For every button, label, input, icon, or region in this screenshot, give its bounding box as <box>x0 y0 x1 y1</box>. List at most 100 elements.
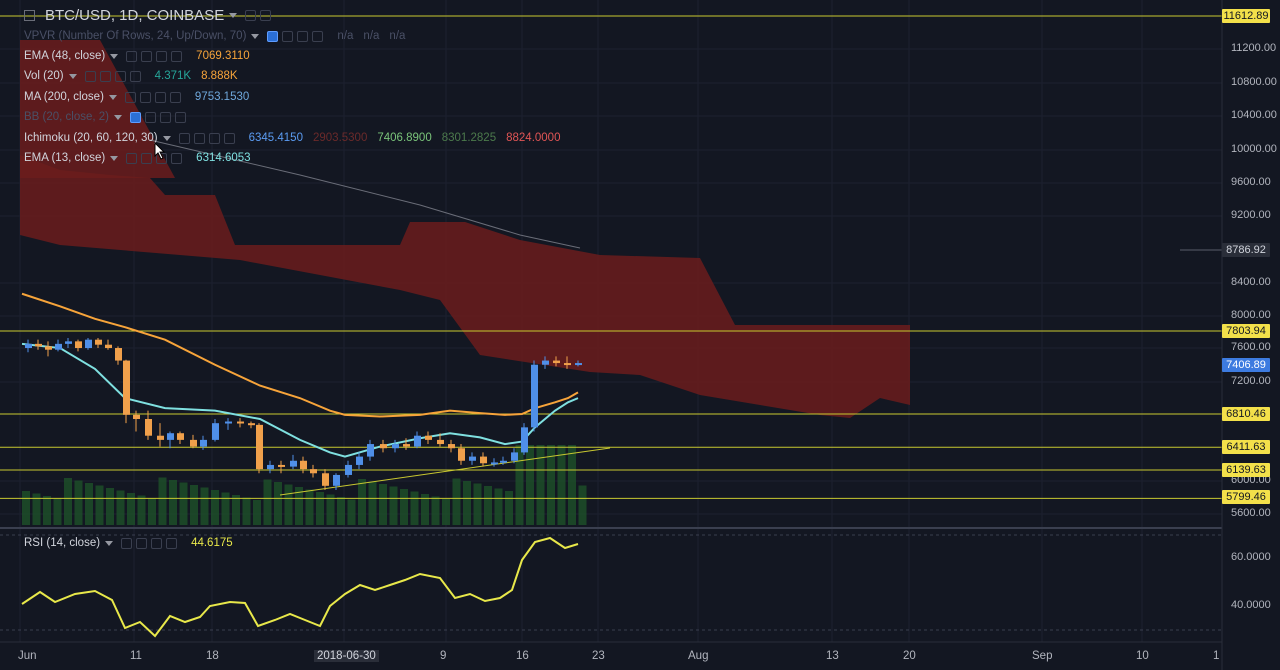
eye-icon[interactable] <box>84 70 96 82</box>
candle-body <box>200 439 207 447</box>
time-tick: 13 <box>826 650 839 662</box>
settings-icon[interactable] <box>139 91 151 103</box>
eye-icon[interactable] <box>178 132 190 144</box>
indicator-name[interactable]: EMA (13, close) <box>24 152 106 164</box>
more-icon[interactable] <box>154 91 166 103</box>
settings-icon[interactable] <box>141 152 153 164</box>
candle-body <box>55 343 62 350</box>
candle-body <box>225 421 232 424</box>
candle-body <box>167 433 174 440</box>
price-label: 11612.89 <box>1222 9 1270 23</box>
chevron-down-icon[interactable] <box>162 135 171 141</box>
eye-icon[interactable] <box>130 111 142 123</box>
mouse-cursor-icon <box>154 142 166 160</box>
volume-bar <box>43 496 51 525</box>
indicator-name[interactable]: Ichimoku (20, 60, 120, 30) <box>24 132 158 144</box>
settings-icon[interactable] <box>99 70 111 82</box>
ma200-line <box>149 139 581 249</box>
indicator-value: n/a <box>337 30 354 42</box>
volume-bar <box>431 496 440 525</box>
time-tick: 1 <box>1213 650 1220 662</box>
indicator-name[interactable]: Vol (20) <box>24 70 64 82</box>
volume-bar <box>400 489 408 525</box>
more-icon[interactable] <box>297 30 309 42</box>
indicator-value: 7406.8900 <box>377 132 432 144</box>
chevron-down-icon[interactable] <box>105 540 114 546</box>
indicator-name[interactable]: BB (20, close, 2) <box>24 111 110 123</box>
rsi-name[interactable]: RSI (14, close) <box>24 537 101 549</box>
rsi-line <box>21 536 579 638</box>
eye-icon[interactable] <box>267 30 279 42</box>
price-tick: 11200.00 <box>1231 42 1277 54</box>
eye-icon[interactable] <box>126 152 138 164</box>
close-icon[interactable] <box>260 9 272 21</box>
candle-body <box>531 364 538 428</box>
chevron-down-icon[interactable] <box>114 114 123 120</box>
close-icon[interactable] <box>171 152 183 164</box>
close-icon[interactable] <box>166 537 178 549</box>
collapse-icon[interactable] <box>24 9 35 21</box>
close-icon[interactable] <box>169 91 181 103</box>
indicator-name[interactable]: MA (200, close) <box>24 91 104 103</box>
more-icon[interactable] <box>156 152 168 164</box>
volume-bar <box>169 480 177 525</box>
candle-body <box>290 460 297 467</box>
price-tick: 8400.00 <box>1231 276 1271 288</box>
indicator-value: n/a <box>363 30 380 42</box>
more-icon[interactable] <box>208 132 220 144</box>
time-tick: 16 <box>516 650 529 662</box>
candle-body <box>564 363 571 366</box>
indicator-value: 9753.1530 <box>194 91 250 103</box>
symbol-title[interactable]: BTC/USD, 1D, COINBASE <box>45 6 225 24</box>
more-icon[interactable] <box>114 70 126 82</box>
close-icon[interactable] <box>129 70 141 82</box>
volume-bar <box>473 483 482 525</box>
rsi-tick-60: 60.0000 <box>1231 551 1271 563</box>
chevron-down-icon[interactable] <box>68 73 77 79</box>
volume-bar <box>179 482 188 525</box>
more-icon[interactable] <box>160 111 172 123</box>
cloud-shape <box>20 40 175 178</box>
candle-body <box>542 360 549 365</box>
volume-bar <box>284 484 293 525</box>
settings-icon[interactable] <box>145 111 157 123</box>
settings-icon[interactable] <box>193 132 205 144</box>
candle-body <box>85 339 92 349</box>
settings-icon[interactable] <box>136 537 148 549</box>
volume-bar <box>148 498 156 525</box>
candle-body <box>256 424 263 470</box>
time-tick: 23 <box>592 650 605 662</box>
volume-bar <box>190 485 198 525</box>
close-icon[interactable] <box>312 30 324 42</box>
settings-icon[interactable] <box>245 9 257 21</box>
volume-bar <box>95 485 104 525</box>
volume-bar <box>536 445 545 525</box>
indicator-name[interactable]: VPVR (Number Of Rows, 24, Up/Down, 70) <box>24 30 247 42</box>
chevron-down-icon[interactable] <box>110 53 119 59</box>
close-icon[interactable] <box>175 111 187 123</box>
volume-bar <box>22 491 30 525</box>
close-icon[interactable] <box>171 50 183 62</box>
settings-icon[interactable] <box>141 50 153 62</box>
indicator-name[interactable]: EMA (48, close) <box>24 50 106 62</box>
rsi-value: 44.6175 <box>191 537 233 549</box>
chevron-down-icon[interactable] <box>229 12 238 18</box>
chevron-down-icon[interactable] <box>110 155 119 161</box>
volume-bar <box>452 478 461 525</box>
settings-icon[interactable] <box>282 30 294 42</box>
eye-icon[interactable] <box>121 537 133 549</box>
volume-bar <box>515 445 524 525</box>
more-icon[interactable] <box>156 50 168 62</box>
indicator-row: Vol (20) 4.371K 8.888K <box>24 67 238 85</box>
eye-icon[interactable] <box>126 50 138 62</box>
indicator-value: n/a <box>389 30 406 42</box>
chevron-down-icon[interactable] <box>108 94 117 100</box>
close-icon[interactable] <box>223 132 235 144</box>
more-icon[interactable] <box>151 537 163 549</box>
volume-bar <box>295 487 303 525</box>
candle-body <box>448 444 455 449</box>
volume-bar <box>410 491 419 525</box>
eye-icon[interactable] <box>124 91 136 103</box>
chevron-down-icon[interactable] <box>251 33 260 39</box>
